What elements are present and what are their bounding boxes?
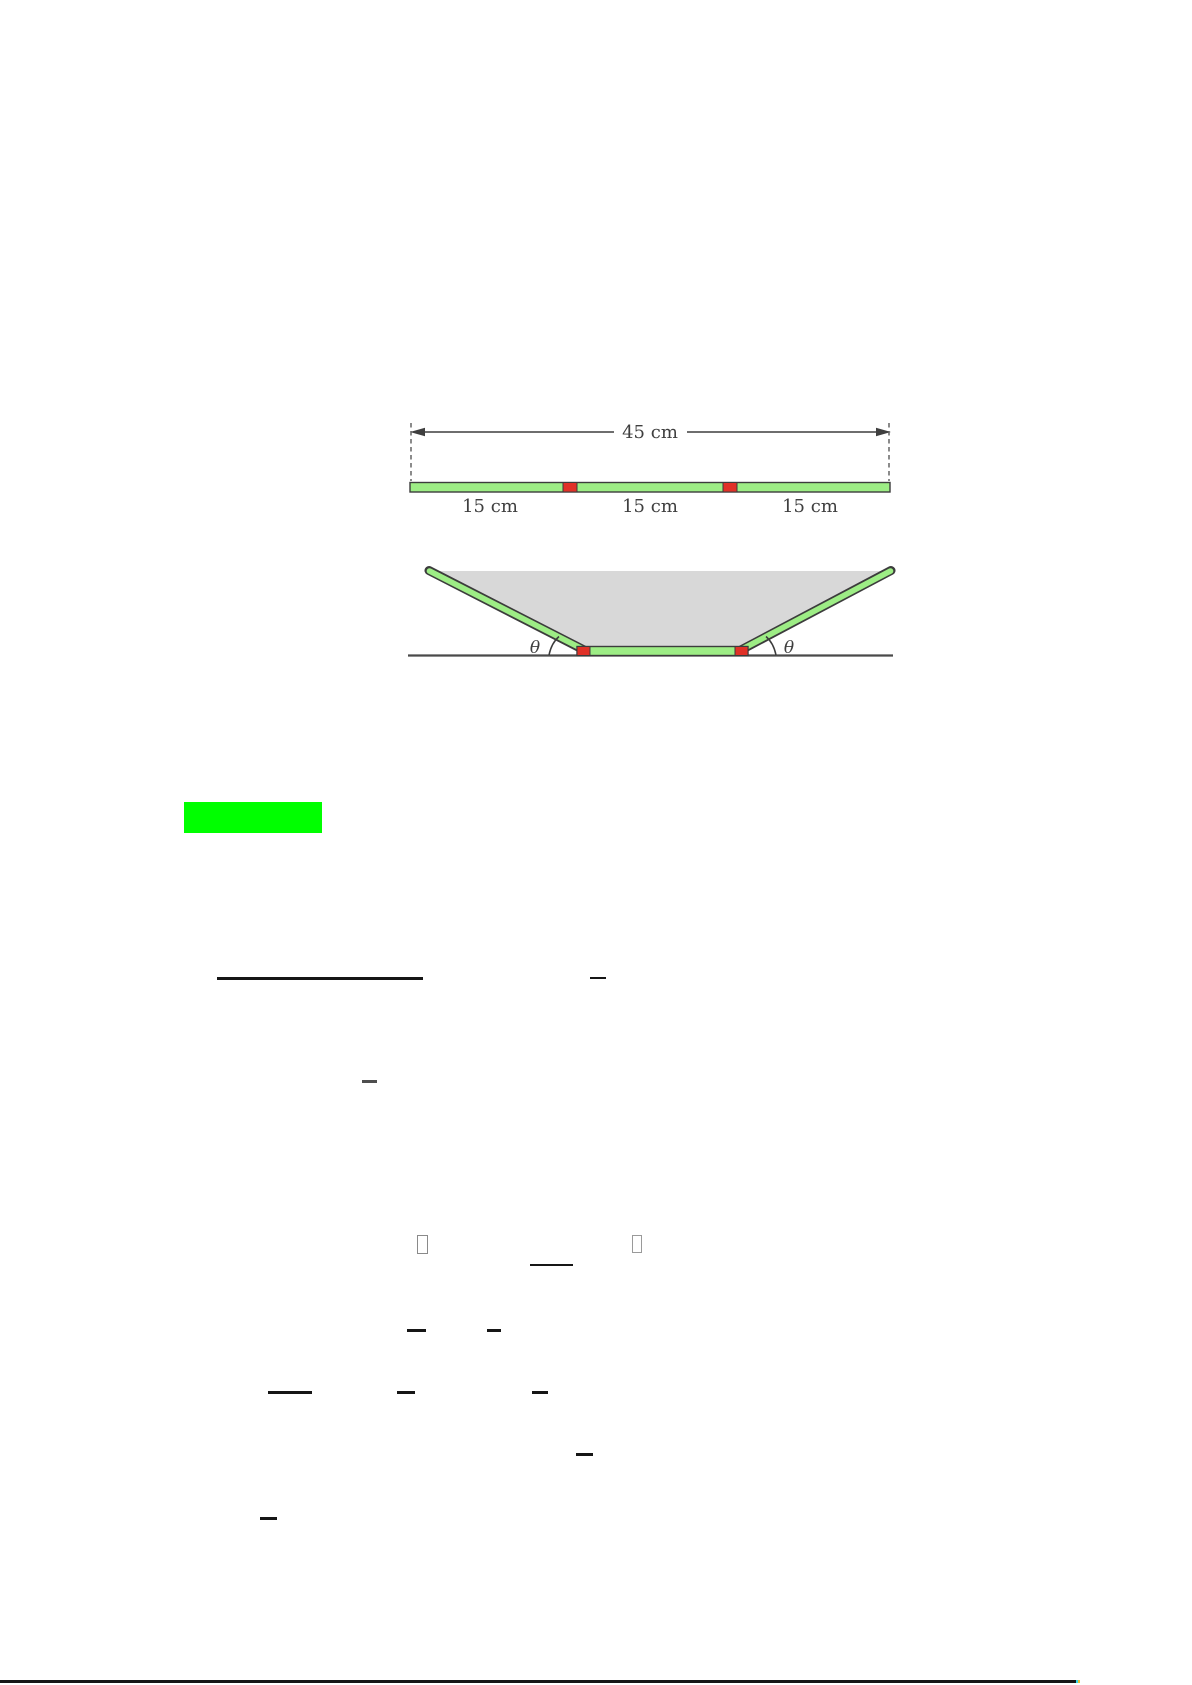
- fraction-bar: [576, 1453, 593, 1456]
- fraction-bar: [397, 1391, 415, 1394]
- missing-glyph-box: [417, 1235, 428, 1254]
- flat-strip: [409, 481, 891, 493]
- hinge-right: [722, 482, 738, 493]
- fraction-bar: [407, 1329, 426, 1332]
- compression-artifact: [1078, 1680, 1080, 1683]
- missing-glyph-box: [632, 1235, 642, 1253]
- underline-mark: [217, 977, 423, 980]
- folded-hinge-right: [734, 646, 749, 656]
- bottom-strip: [576, 645, 749, 657]
- segment-label-1: 15 cm: [462, 496, 518, 517]
- dimension-arrow: [410, 427, 891, 437]
- angle-label-right: θ: [784, 638, 794, 658]
- angle-arc-right: [765, 635, 777, 656]
- gutter-strip-diagram: 45 cm 15 cm 15 cm 15 cm: [408, 422, 896, 658]
- angle-label-left: θ: [530, 638, 540, 658]
- fraction-bar: [532, 1391, 548, 1394]
- segment-label-3: 15 cm: [782, 496, 838, 517]
- page-bottom-rule: [0, 1680, 1077, 1683]
- fraction-bar: [268, 1391, 312, 1394]
- fraction-bar: [260, 1517, 277, 1520]
- compression-artifact: [1076, 1680, 1078, 1683]
- fraction-bar: [530, 1264, 573, 1266]
- hinge-left: [562, 482, 578, 493]
- fraction-bar: [362, 1080, 377, 1083]
- segment-label-2: 15 cm: [622, 496, 678, 517]
- angle-arc-left: [548, 635, 560, 656]
- fraction-bar: [487, 1329, 501, 1332]
- fraction-bar: [590, 977, 606, 979]
- dimension-label: 45 cm: [622, 422, 678, 443]
- folded-hinge-left: [576, 646, 591, 656]
- solution-highlight: [184, 802, 322, 833]
